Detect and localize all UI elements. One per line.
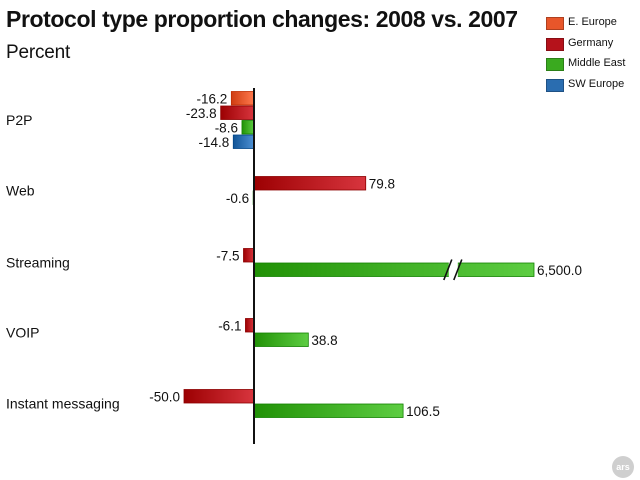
data-label-p2p-germany: -23.8 bbox=[186, 106, 217, 121]
category-label-web: Web bbox=[6, 183, 35, 199]
data-label-voip-middle-east: 38.8 bbox=[311, 333, 337, 348]
data-label-p2p-e-europe: -16.2 bbox=[197, 91, 228, 106]
legend-swatch-e-europe bbox=[546, 17, 564, 30]
legend-swatch-sw-europe bbox=[546, 78, 564, 92]
axis-break-gap bbox=[448, 258, 458, 281]
bar-voip-middle-east bbox=[253, 332, 309, 347]
legend-label-e-europe: E. Europe bbox=[568, 16, 617, 28]
ars-badge: ars bbox=[612, 456, 634, 478]
bar-web-germany bbox=[253, 176, 367, 191]
data-label-p2p-sw-europe: -14.8 bbox=[198, 135, 229, 150]
category-label-p2p: P2P bbox=[6, 112, 32, 128]
data-label-streaming-germany: -7.5 bbox=[216, 248, 239, 263]
legend-swatch-middle-east bbox=[546, 58, 564, 71]
legend-label-middle-east: Middle East bbox=[568, 57, 626, 69]
bar-p2p-germany bbox=[220, 105, 255, 120]
bar-streaming-germany bbox=[243, 248, 255, 263]
legend-label-sw-europe: SW Europe bbox=[568, 77, 625, 90]
data-label-voip-germany: -6.1 bbox=[218, 318, 241, 333]
axis-break-mark bbox=[443, 259, 453, 281]
legend-label-germany: Germany bbox=[568, 36, 614, 49]
bar-streaming-middle-east bbox=[253, 262, 535, 277]
data-label-instant-messaging-germany: -50.0 bbox=[149, 389, 180, 404]
data-label-streaming-middle-east: 6,500.0 bbox=[537, 263, 582, 278]
bar-p2p-middle-east bbox=[241, 120, 255, 135]
bar-instant-messaging-middle-east bbox=[253, 403, 404, 418]
bar-instant-messaging-germany bbox=[183, 389, 255, 404]
bar-p2p-e-europe bbox=[230, 91, 255, 106]
chart-title: Protocol type proportion changes: 2008 v… bbox=[6, 6, 518, 32]
bar-p2p-sw-europe bbox=[232, 134, 255, 149]
category-label-voip: VOIP bbox=[6, 325, 39, 341]
legend-swatch-germany bbox=[546, 37, 564, 51]
data-label-web-middle-east: -0.6 bbox=[226, 191, 249, 206]
category-label-instant-messaging: Instant messaging bbox=[6, 396, 120, 412]
data-label-web-germany: 79.8 bbox=[369, 176, 395, 191]
chart-subtitle: Percent bbox=[6, 42, 71, 63]
data-label-p2p-middle-east: -8.6 bbox=[215, 120, 238, 135]
axis-break-mark bbox=[453, 259, 463, 281]
category-label-streaming: Streaming bbox=[6, 255, 70, 271]
bar-voip-germany bbox=[245, 318, 255, 333]
data-label-instant-messaging-middle-east: 106.5 bbox=[406, 404, 440, 419]
